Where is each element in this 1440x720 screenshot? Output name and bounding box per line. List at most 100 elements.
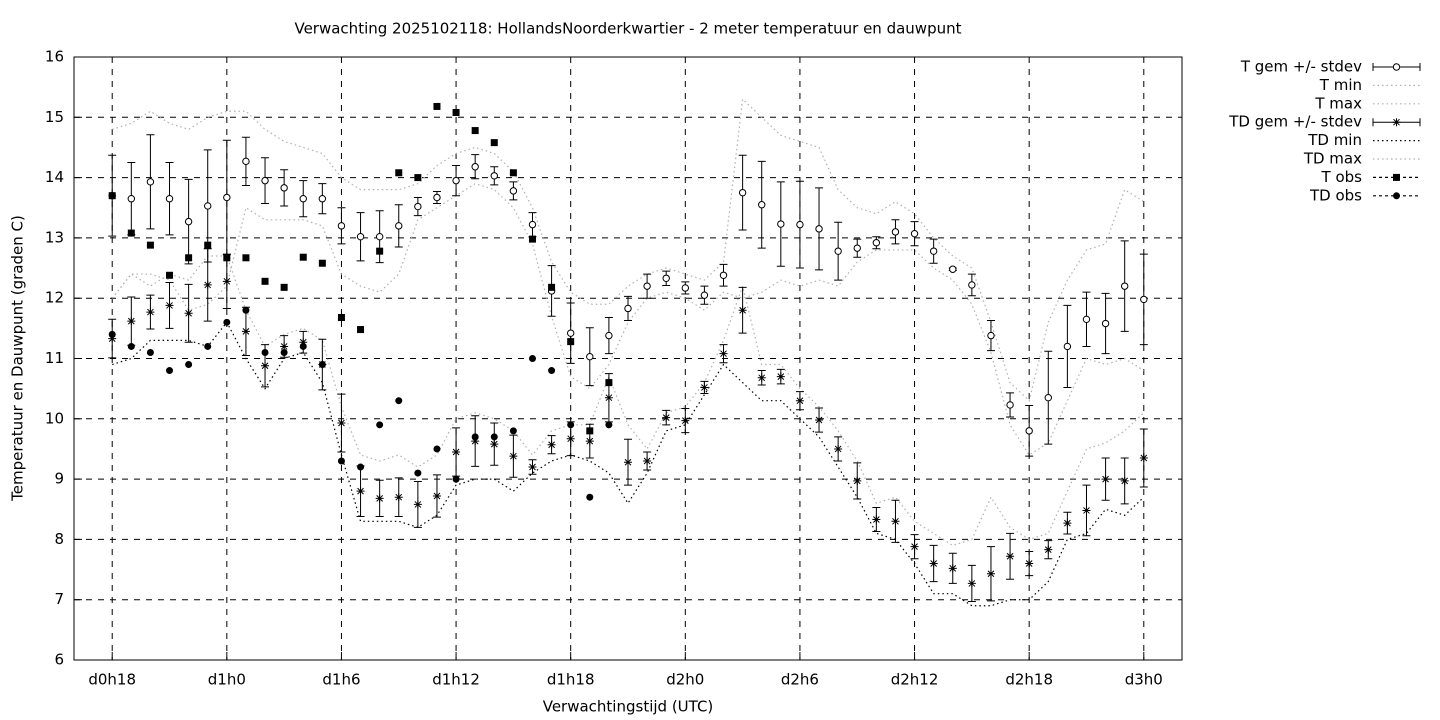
marker	[681, 284, 690, 292]
marker	[394, 493, 403, 502]
marker	[414, 174, 422, 182]
marker	[242, 254, 250, 262]
marker	[643, 282, 651, 290]
y-tick-label: 14	[45, 168, 64, 186]
marker	[1101, 475, 1110, 484]
marker	[528, 235, 536, 243]
marker	[777, 220, 785, 228]
marker	[280, 342, 289, 351]
marker	[108, 330, 116, 338]
marker	[223, 193, 231, 202]
y-tick-label: 13	[45, 228, 64, 246]
marker	[318, 259, 326, 267]
marker	[490, 139, 498, 147]
marker	[796, 220, 804, 229]
marker	[585, 437, 594, 446]
marker	[146, 241, 154, 249]
marker	[376, 247, 384, 255]
x-tick-label: d0h18	[88, 671, 136, 689]
marker	[185, 361, 193, 369]
marker	[337, 313, 345, 321]
y-tick-label: 6	[54, 651, 64, 669]
legend-label: T max	[1314, 94, 1362, 112]
marker	[700, 383, 709, 392]
marker	[891, 517, 900, 526]
marker	[299, 338, 308, 347]
legend-label: T gem +/- stdev	[1240, 58, 1362, 76]
x-tick-label: d1h0	[208, 671, 246, 689]
marker	[452, 108, 460, 116]
marker	[414, 469, 422, 477]
y-tick-label: 9	[54, 470, 64, 488]
x-tick-label: d1h12	[432, 671, 480, 689]
marker	[433, 445, 441, 453]
marker	[165, 301, 174, 310]
marker	[853, 244, 861, 252]
marker	[795, 396, 804, 405]
marker	[261, 361, 270, 370]
marker	[910, 229, 919, 238]
legend-marker	[1392, 63, 1401, 71]
marker	[395, 397, 403, 405]
marker	[127, 342, 135, 350]
marker	[605, 421, 613, 429]
legend-label: TD obs	[1309, 186, 1362, 204]
marker	[566, 329, 575, 337]
marker	[337, 419, 346, 428]
marker	[986, 569, 995, 578]
marker	[586, 493, 594, 501]
marker	[758, 201, 766, 209]
marker	[509, 169, 517, 177]
marker	[432, 491, 441, 500]
marker	[376, 421, 384, 429]
legend-marker	[1392, 118, 1401, 127]
marker	[184, 309, 193, 318]
marker	[203, 280, 212, 289]
marker	[1006, 552, 1015, 561]
marker	[1120, 476, 1129, 485]
marker	[1082, 506, 1091, 515]
marker	[490, 172, 498, 180]
marker	[242, 306, 250, 314]
marker	[357, 463, 365, 471]
marker	[528, 355, 536, 362]
marker	[853, 476, 862, 485]
marker	[815, 416, 824, 425]
marker	[509, 452, 518, 461]
marker	[280, 184, 288, 192]
y-tick-label: 7	[54, 590, 64, 608]
marker	[375, 232, 384, 241]
marker	[604, 393, 613, 402]
marker	[719, 349, 728, 358]
marker	[509, 187, 518, 195]
marker	[815, 225, 823, 233]
marker	[166, 271, 174, 279]
marker	[605, 331, 613, 340]
marker	[395, 222, 403, 230]
marker	[1120, 282, 1129, 290]
marker	[548, 367, 556, 375]
marker	[261, 348, 269, 356]
marker	[357, 326, 365, 334]
marker	[738, 306, 747, 315]
legend-marker	[1393, 192, 1400, 200]
marker	[433, 193, 441, 202]
x-tick-label: d1h6	[322, 671, 360, 689]
marker	[528, 220, 537, 229]
marker	[624, 458, 632, 467]
marker	[528, 463, 537, 472]
marker	[834, 444, 843, 453]
marker	[299, 195, 307, 203]
marker	[241, 327, 250, 336]
marker	[776, 372, 785, 381]
marker	[395, 169, 403, 177]
legend-marker	[1393, 173, 1400, 181]
marker	[567, 338, 575, 346]
marker	[146, 178, 155, 186]
marker	[414, 202, 422, 211]
marker	[1025, 427, 1033, 435]
legend-label: T obs	[1321, 168, 1363, 186]
marker	[127, 195, 136, 203]
